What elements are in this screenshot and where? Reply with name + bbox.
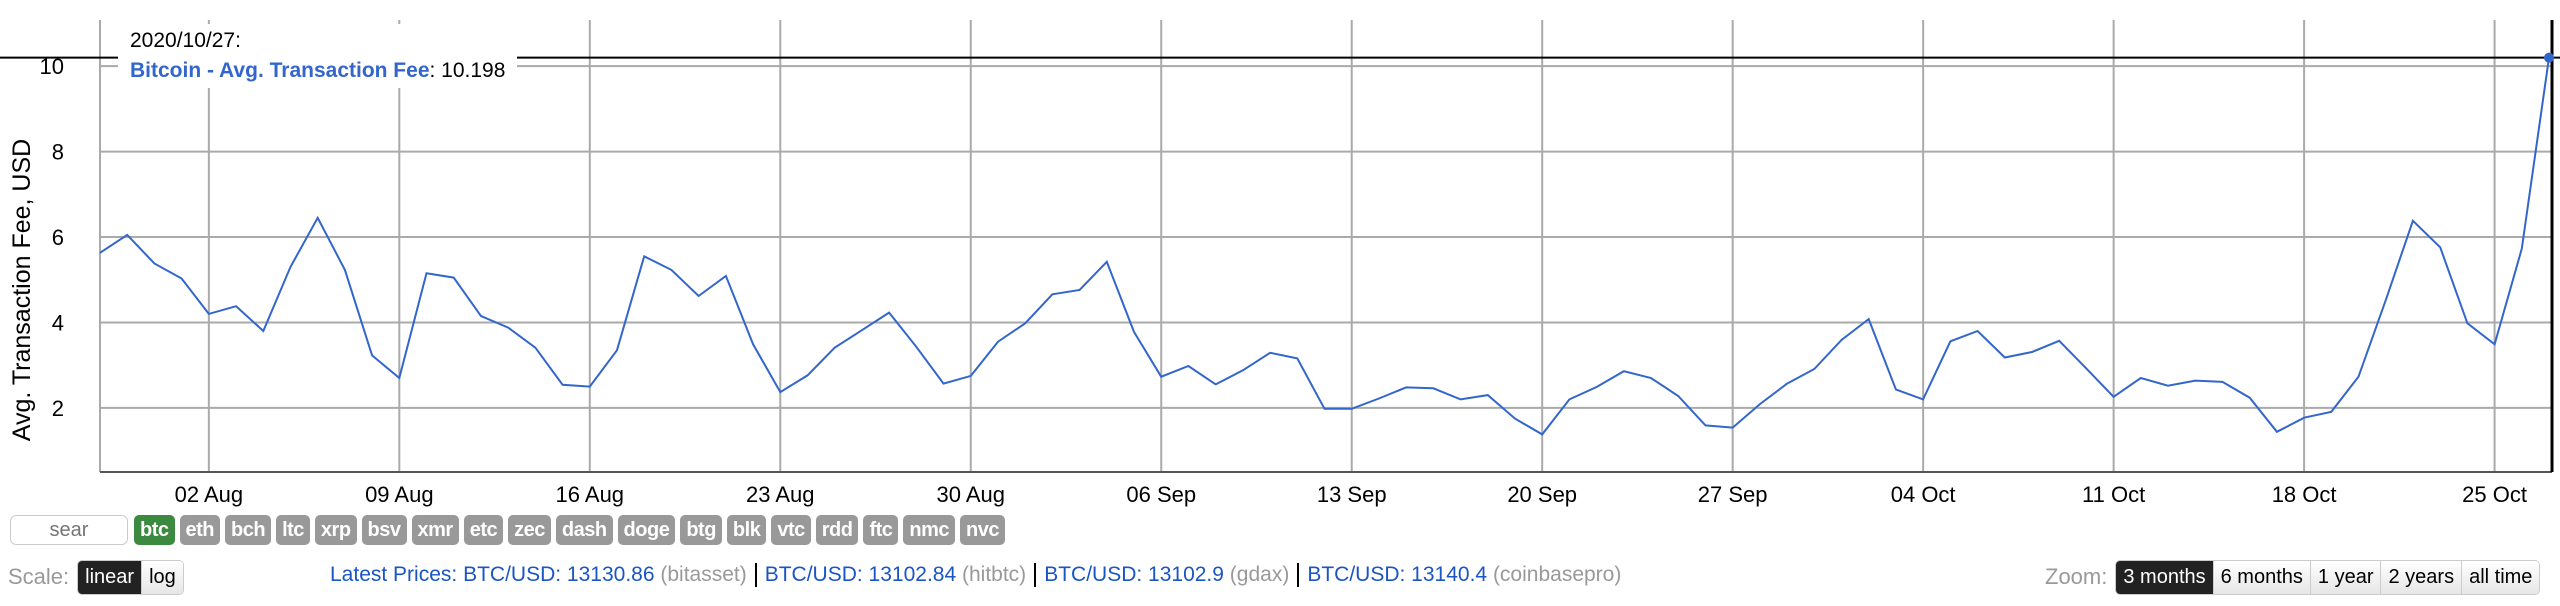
tooltip-value: 10.198: [441, 59, 506, 82]
price-separator: [1297, 563, 1300, 588]
coin-button-vtc[interactable]: vtc: [771, 515, 811, 545]
tooltip-date: 2020/10/27:: [130, 29, 241, 52]
coin-button-ftc[interactable]: ftc: [863, 515, 899, 545]
y-tick-label: 2: [52, 396, 64, 421]
zoom-3-months-button[interactable]: 3 months: [2116, 560, 2214, 594]
x-tick-label: 06 Sep: [1126, 482, 1196, 507]
coin-button-nmc[interactable]: nmc: [903, 515, 956, 545]
coin-button-blk[interactable]: blk: [726, 515, 767, 545]
x-tick-label: 16 Aug: [556, 482, 625, 507]
coin-button-doge[interactable]: doge: [617, 515, 676, 545]
zoom-2-years-button[interactable]: 2 years: [2381, 560, 2463, 594]
price-pair[interactable]: BTC/USD: 13102.9: [1044, 563, 1224, 586]
coin-button-xrp[interactable]: xrp: [314, 515, 357, 545]
scale-log-button[interactable]: log: [142, 560, 183, 594]
x-tick-label: 20 Sep: [1507, 482, 1577, 507]
x-tick-label: 13 Sep: [1317, 482, 1387, 507]
price-pair[interactable]: BTC/USD: 13140.4: [1307, 563, 1488, 586]
coin-search-input[interactable]: [10, 515, 128, 545]
prices-label: Latest Prices:: [330, 563, 458, 586]
coin-button-bsv[interactable]: bsv: [361, 515, 407, 545]
x-tick-label: 11 Oct: [2082, 482, 2145, 507]
coin-button-btc[interactable]: btc: [134, 515, 175, 545]
coin-button-bch[interactable]: bch: [225, 515, 272, 545]
coin-button-rdd[interactable]: rdd: [815, 515, 859, 545]
coin-button-ltc[interactable]: ltc: [276, 515, 310, 545]
zoom-6-months-button[interactable]: 6 months: [2213, 560, 2311, 594]
latest-prices: Latest Prices: BTC/USD: 13130.86 (bitass…: [330, 563, 1622, 588]
coin-button-etc[interactable]: etc: [463, 515, 504, 545]
x-ticks: 02 Aug 09 Aug 16 Aug 23 Aug 30 Aug 06 Sep 13 S…: [175, 482, 2527, 507]
coin-button-btg[interactable]: btg: [680, 515, 722, 545]
zoom-label: Zoom:: [2045, 564, 2108, 589]
scale-linear-button[interactable]: linear: [78, 560, 143, 594]
scale-label: Scale:: [8, 564, 70, 589]
price-source: (hitbtc): [962, 563, 1027, 586]
coin-button-xmr[interactable]: xmr: [411, 515, 459, 545]
y-tick-label: 4: [52, 310, 64, 335]
price-source: (coinbasepro): [1492, 563, 1622, 586]
coin-button-zec[interactable]: zec: [508, 515, 551, 545]
x-tick-label: 09 Aug: [365, 482, 434, 507]
price-source: (bitasset): [660, 563, 747, 586]
x-tick-label: 27 Sep: [1698, 482, 1768, 507]
x-tick-label: 23 Aug: [746, 482, 815, 507]
zoom-control: Zoom: 3 months 6 months 1 year 2 years all t…: [2045, 559, 2541, 595]
x-tick-label: 02 Aug: [175, 482, 244, 507]
coin-button-nvc[interactable]: nvc: [960, 515, 1005, 545]
coin-selector: btcethbchltcxrpbsvxmretczecdashdogebtgbl…: [10, 515, 1005, 545]
x-tick-label: 25 Oct: [2462, 482, 2527, 507]
price-separator: [1034, 563, 1037, 588]
x-tick-label: 04 Oct: [1891, 482, 1956, 507]
y-tick-label: 6: [52, 225, 64, 250]
price-pair[interactable]: BTC/USD: 13102.84: [764, 563, 957, 586]
x-tick-label: 30 Aug: [936, 482, 1005, 507]
scale-control: Scale: linear log: [8, 559, 184, 595]
y-axis-label: Avg. Transaction Fee, USD: [8, 139, 36, 441]
zoom-all-time-button[interactable]: all time: [2462, 560, 2540, 594]
series-line: [99, 57, 2550, 436]
coin-button-eth[interactable]: eth: [179, 515, 220, 545]
price-source: (gdax): [1229, 563, 1290, 586]
hover-point: [2544, 52, 2554, 63]
tooltip: 2020/10/27: Bitcoin - Avg. Transaction F…: [118, 24, 518, 88]
y-tick-label: 8: [52, 140, 64, 165]
price-separator: [754, 563, 757, 588]
coin-button-dash[interactable]: dash: [555, 515, 613, 545]
price-pair[interactable]: BTC/USD: 13130.86: [463, 563, 655, 586]
zoom-1-year-button[interactable]: 1 year: [2310, 560, 2382, 594]
tooltip-series: Bitcoin - Avg. Transaction Fee: [130, 59, 430, 82]
x-tick-label: 18 Oct: [2272, 482, 2337, 507]
